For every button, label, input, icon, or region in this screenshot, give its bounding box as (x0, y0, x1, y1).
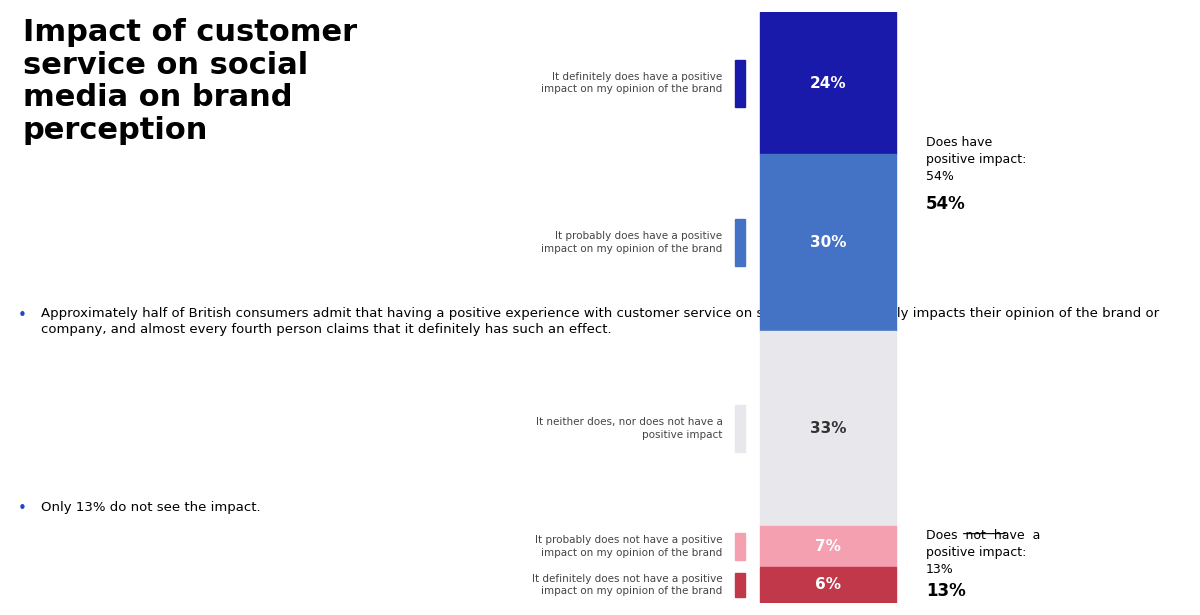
Text: 6%: 6% (815, 577, 841, 592)
Bar (734, 573, 745, 597)
Text: 7%: 7% (815, 539, 841, 554)
Bar (760, 567, 896, 603)
Text: It definitely does not have a positive
impact on my opinion of the brand: It definitely does not have a positive i… (532, 574, 722, 596)
Bar (760, 154, 896, 331)
Text: •: • (18, 501, 28, 516)
Text: It probably does have a positive
impact on my opinion of the brand: It probably does have a positive impact … (541, 231, 722, 254)
Text: 30%: 30% (810, 235, 846, 250)
Text: 33%: 33% (810, 421, 846, 436)
Bar (734, 60, 745, 107)
Text: It definitely does have a positive
impact on my opinion of the brand: It definitely does have a positive impac… (541, 72, 722, 94)
Text: It neither does, nor does not have a
positive impact: It neither does, nor does not have a pos… (535, 418, 722, 440)
Bar (760, 331, 896, 526)
Text: Only 13% do not see the impact.: Only 13% do not see the impact. (41, 501, 260, 514)
Text: 24%: 24% (810, 76, 846, 90)
Text: 13%: 13% (926, 582, 966, 600)
Bar (734, 405, 745, 452)
Text: Impact of customer
service on social
media on brand
perception: Impact of customer service on social med… (23, 18, 356, 145)
Text: Does  not  have  a
positive impact:
13%: Does not have a positive impact: 13% (926, 529, 1040, 576)
Text: Approximately half of British consumers admit that having a positive experience : Approximately half of British consumers … (41, 308, 1159, 336)
Text: Does have
positive impact:
54%: Does have positive impact: 54% (926, 137, 1026, 183)
Bar (734, 533, 745, 560)
Bar (760, 12, 896, 154)
Text: It probably does not have a positive
impact on my opinion of the brand: It probably does not have a positive imp… (535, 536, 722, 558)
Bar (734, 219, 745, 266)
Text: •: • (18, 308, 28, 322)
Text: 54%: 54% (926, 195, 966, 213)
Bar (760, 526, 896, 567)
